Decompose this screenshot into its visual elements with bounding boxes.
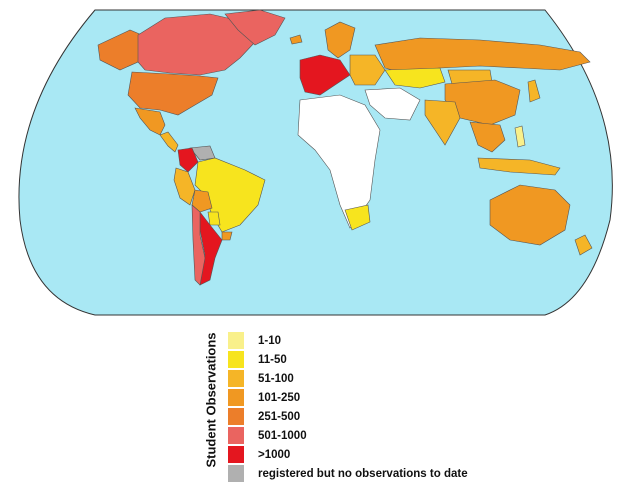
region-colombia — [177, 147, 199, 173]
legend-swatch — [228, 465, 244, 482]
legend-item: 501-1000 — [228, 427, 307, 444]
region-greenland — [224, 9, 286, 46]
region-south-africa — [344, 204, 371, 231]
legend-item: 101-250 — [228, 389, 300, 406]
region-argentina — [199, 211, 223, 286]
region-indonesia — [477, 157, 561, 176]
region-bolivia — [191, 189, 213, 213]
legend-item: 251-500 — [228, 408, 300, 425]
legend-swatch — [228, 332, 244, 349]
legend-item: 1-10 — [228, 332, 281, 349]
region-philippines — [514, 125, 526, 148]
legend-item: 11-50 — [228, 351, 287, 368]
map-legend: Student Observations 1-10 11-50 51-100 1… — [200, 330, 500, 482]
region-iceland — [289, 34, 303, 45]
region-uruguay — [221, 231, 233, 241]
region-paraguay — [207, 211, 221, 226]
region-eastern-europe — [349, 54, 386, 86]
legend-swatch — [228, 389, 244, 406]
legend-swatch — [228, 370, 244, 387]
region-japan — [527, 79, 541, 103]
region-southeast-asia — [469, 121, 506, 153]
region-india — [424, 99, 461, 146]
legend-title: Student Observations — [203, 332, 219, 468]
legend-item: 51-100 — [228, 370, 294, 387]
legend-swatch — [228, 408, 244, 425]
world-map — [18, 9, 613, 316]
legend-swatch — [228, 446, 244, 463]
legend-item: registered but no observations to date — [228, 465, 468, 482]
region-ecuador-peru — [173, 167, 196, 206]
legend-item: >1000 — [228, 446, 290, 463]
region-canada — [137, 13, 256, 76]
region-united-states — [127, 71, 219, 116]
legend-swatch — [228, 427, 244, 444]
region-new-zealand — [574, 234, 593, 256]
region-kazakhstan — [384, 67, 446, 89]
region-central-america — [159, 131, 179, 153]
region-scandinavia — [324, 21, 356, 59]
region-chile — [191, 204, 206, 286]
legend-swatch — [228, 351, 244, 368]
region-western-europe — [299, 54, 351, 96]
region-middle-east — [364, 87, 421, 121]
region-australia — [489, 184, 571, 246]
